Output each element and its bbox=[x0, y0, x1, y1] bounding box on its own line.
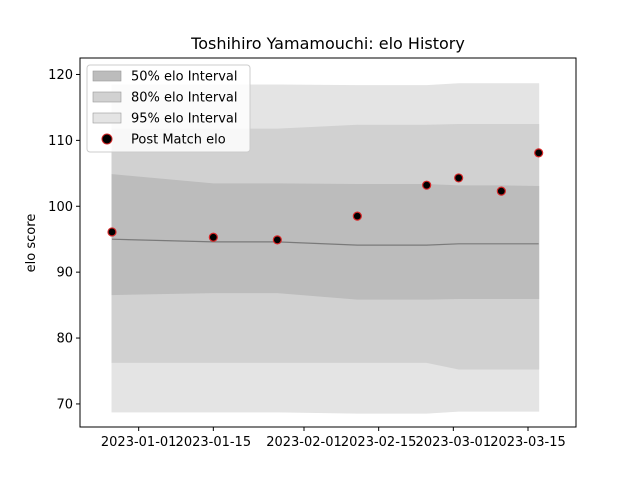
band-50-percent bbox=[111, 174, 540, 300]
legend: 50% elo Interval 80% elo Interval 95% elo … bbox=[86, 64, 251, 153]
post-match-point bbox=[208, 232, 218, 242]
x-tick-label: 2023-03-01 bbox=[416, 435, 492, 450]
legend-swatch bbox=[92, 91, 122, 103]
post-match-point bbox=[496, 186, 506, 196]
post-match-point bbox=[422, 180, 432, 190]
post-match-points bbox=[107, 148, 544, 245]
x-tick-label: 2023-02-15 bbox=[341, 435, 417, 450]
plot-frame bbox=[79, 57, 577, 428]
chart-title: Toshihiro Yamamouchi: elo History bbox=[190, 34, 465, 53]
legend-marker-points bbox=[101, 133, 113, 145]
post-match-point bbox=[454, 173, 464, 183]
x-tick-label: 2023-03-15 bbox=[490, 435, 566, 450]
legend-label: 50% elo Interval bbox=[131, 70, 238, 85]
legend-label: Post Match elo bbox=[131, 133, 226, 148]
y-tick-label: 70 bbox=[56, 397, 73, 412]
post-match-point bbox=[107, 227, 117, 237]
y-tick-label: 90 bbox=[56, 266, 73, 281]
legend-label: 95% elo Interval bbox=[131, 112, 238, 127]
y-tick-label: 80 bbox=[56, 332, 73, 347]
legend-swatch bbox=[92, 112, 122, 124]
legend-box bbox=[86, 64, 251, 153]
post-match-point bbox=[272, 235, 282, 245]
post-match-point bbox=[534, 148, 544, 158]
x-axis-ticks: 2023-01-01 2023-01-15 2023-02-01 2023-02-15… bbox=[101, 427, 566, 450]
y-axis-ticks: 70 80 90 100 110 120 bbox=[48, 68, 80, 412]
x-tick-label: 2023-01-01 bbox=[101, 435, 177, 450]
y-tick-label: 110 bbox=[48, 134, 73, 149]
legend-label: 80% elo Interval bbox=[131, 91, 238, 106]
interval-bands bbox=[111, 83, 540, 414]
mean-elo-line bbox=[111, 238, 539, 246]
legend-swatch bbox=[92, 70, 122, 82]
y-tick-label: 100 bbox=[48, 200, 73, 215]
y-tick-label: 120 bbox=[48, 68, 73, 83]
x-tick-label: 2023-01-15 bbox=[176, 435, 252, 450]
x-tick-label: 2023-02-01 bbox=[266, 435, 342, 450]
post-match-point bbox=[352, 211, 362, 221]
mean-line bbox=[111, 238, 539, 246]
y-axis-label: elo score bbox=[24, 214, 39, 273]
